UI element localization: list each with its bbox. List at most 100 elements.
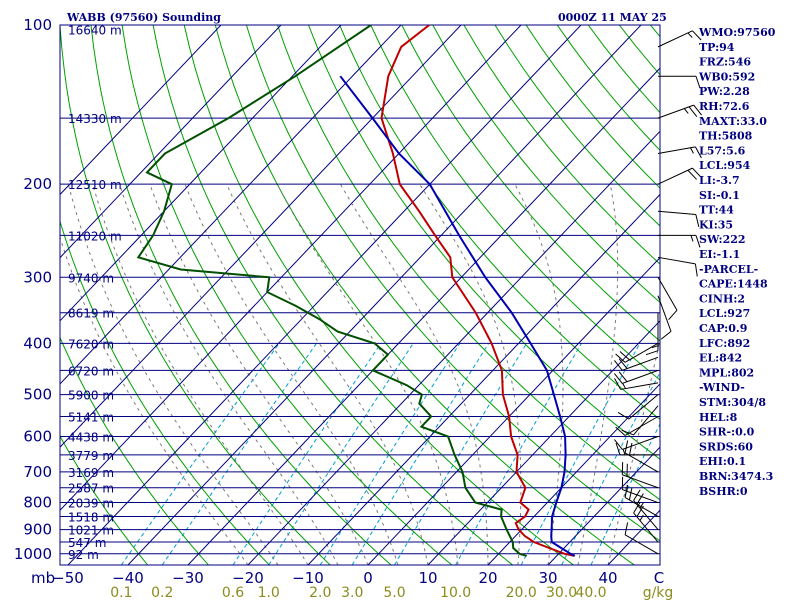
plot-frame xyxy=(59,24,661,566)
dry-adiabat xyxy=(121,25,453,565)
mixing-ratio-tick-label: 20.0 xyxy=(506,585,537,600)
dry-adiabat xyxy=(432,25,660,304)
moist-adiabat xyxy=(92,184,309,565)
temperature-tick-label: −20 xyxy=(232,569,264,587)
isotherm xyxy=(187,67,660,565)
isotherm xyxy=(547,446,660,565)
index-row: SHR-:0.0 xyxy=(699,426,755,439)
dry-adiabat xyxy=(744,25,800,565)
mixing-ratio-tick-label: 0.2 xyxy=(151,585,173,600)
grid-lines xyxy=(60,25,800,565)
height-label: 5900 m xyxy=(68,389,114,403)
index-row: LCL:927 xyxy=(699,307,750,320)
mixing-ratio-tick-label: 1.0 xyxy=(258,585,280,600)
isotherm xyxy=(487,383,660,565)
dry-adiabat xyxy=(60,336,209,565)
height-label: 11020 m xyxy=(68,229,122,243)
height-label: 92 m xyxy=(68,548,99,562)
isotherm xyxy=(60,25,342,322)
dry-adiabat xyxy=(60,25,331,565)
temperature-line xyxy=(380,25,575,557)
mixing-ratio-line xyxy=(394,343,528,565)
mixing-ratio-line xyxy=(351,343,490,565)
isotherm xyxy=(247,130,660,565)
temperature-tick-label: −10 xyxy=(292,569,324,587)
height-label: 1021 m xyxy=(68,524,114,538)
mixing-ratio-line xyxy=(161,343,317,565)
moist-adiabat xyxy=(119,184,339,565)
mixing-ratio-line xyxy=(120,343,280,565)
mixing-ratio-line xyxy=(561,371,660,565)
mixing-ratio-tick-label: 10.0 xyxy=(440,585,471,600)
wind-barb xyxy=(657,146,702,159)
height-label: 16640 m xyxy=(68,24,122,38)
height-label: 1518 m xyxy=(68,510,114,524)
index-row: BSHR:0 xyxy=(699,485,748,498)
index-row: WB0:592 xyxy=(698,70,755,83)
isotherm xyxy=(60,25,522,511)
height-label: 3169 m xyxy=(68,466,114,480)
index-row: RH:72.6 xyxy=(699,100,750,113)
index-row: BRN:3474.3 xyxy=(699,470,773,483)
mixing-ratio-tick-label: 40.0 xyxy=(575,585,606,600)
wind-barb xyxy=(657,295,672,340)
dry-adiabat xyxy=(90,25,392,565)
index-row: HEL:8 xyxy=(699,411,738,424)
dry-adiabat xyxy=(277,25,660,501)
wind-barb xyxy=(615,416,659,436)
dry-adiabat xyxy=(60,219,270,565)
wind-barb xyxy=(614,356,659,371)
temperature-tick-label: −30 xyxy=(172,569,204,587)
temperature-tick-label: 40 xyxy=(598,569,617,587)
wind-barb xyxy=(657,104,702,119)
mixing-ratio-tick-label: 3.0 xyxy=(341,585,363,600)
dry-adiabat xyxy=(339,25,660,420)
temperature-tick-label: −40 xyxy=(112,569,144,587)
moist-adiabat xyxy=(149,184,369,565)
wind-barbs xyxy=(614,30,702,555)
index-row: LI:-3.7 xyxy=(699,174,740,187)
dry-adiabat xyxy=(152,25,514,565)
height-label: 7620 m xyxy=(68,337,114,351)
dry-adiabat xyxy=(60,435,148,565)
index-row: CAP:0.9 xyxy=(699,322,747,335)
wind-barb xyxy=(614,378,659,390)
index-row: FRZ:546 xyxy=(699,56,751,69)
moist-adiabat xyxy=(419,183,522,565)
dry-adiabat xyxy=(183,25,574,565)
index-row: LCL:954 xyxy=(699,159,751,172)
mixing-ratio-line xyxy=(455,343,582,565)
dry-adiabat xyxy=(463,25,660,265)
wind-barb xyxy=(614,369,659,384)
height-label: 8619 m xyxy=(68,307,114,321)
temperature-tick-label: 30 xyxy=(538,569,557,587)
sounding-profiles xyxy=(136,25,576,557)
isotherm xyxy=(427,320,660,565)
dewpoint-line xyxy=(136,25,527,557)
isotherm xyxy=(67,25,582,565)
index-row: -PARCEL- xyxy=(699,263,758,276)
height-label: 547 m xyxy=(68,536,106,550)
time-title: 0000Z 11 MAY 25 xyxy=(558,11,667,24)
mixing-ratio-line xyxy=(520,343,641,565)
mixing-ratio-line xyxy=(268,343,414,565)
temperature-tick-label: 20 xyxy=(478,569,497,587)
height-label: 9740 m xyxy=(68,271,114,285)
index-row: PW:2.28 xyxy=(699,85,750,98)
moist-adiabat xyxy=(514,183,564,565)
pressure-tick-label: 100 xyxy=(23,16,52,34)
dry-adiabat xyxy=(370,25,660,381)
wind-barb xyxy=(657,167,702,185)
mixing-ratio-line xyxy=(232,343,382,565)
isotherm xyxy=(60,25,222,196)
wind-barb xyxy=(645,312,659,356)
index-row: L57:5.6 xyxy=(699,144,746,157)
height-label: 4438 m xyxy=(68,430,114,444)
index-row: SI:-0.1 xyxy=(699,189,740,202)
index-row: WMO:97560 xyxy=(698,26,776,39)
wind-barb xyxy=(624,440,659,473)
pressure-tick-label: 300 xyxy=(23,268,52,286)
height-label: 5141 m xyxy=(68,411,114,425)
wind-barb xyxy=(614,436,659,450)
isotherm xyxy=(60,25,462,448)
